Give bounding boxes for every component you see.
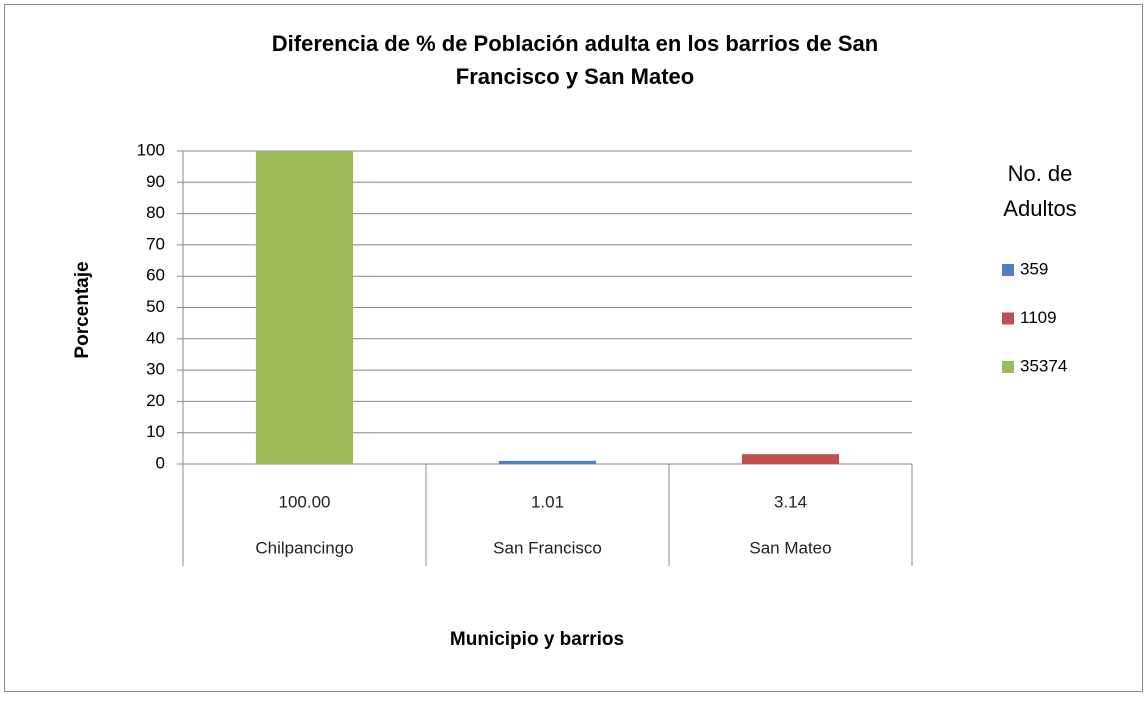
legend-label: 359 (1020, 259, 1048, 278)
x-tick-label: Chilpancingo (255, 538, 353, 557)
y-tick-label: 0 (156, 453, 165, 472)
category-value-label: 3.14 (774, 492, 807, 511)
y-tick-label: 40 (146, 328, 165, 347)
legend-title: No. de (1008, 161, 1073, 186)
chart-title: Diferencia de % de Población adulta en l… (272, 31, 878, 56)
y-tick-label: 70 (146, 234, 165, 253)
y-tick-label: 50 (146, 297, 165, 316)
chart-title: Francisco y San Mateo (456, 64, 694, 89)
bar (498, 460, 597, 464)
x-tick-label: San Mateo (749, 538, 831, 557)
chart-border (4, 4, 1143, 692)
bar (255, 151, 354, 464)
category-value-label: 100.00 (279, 492, 331, 511)
x-axis-label: Municipio y barrios (450, 629, 624, 650)
legend-swatch (1002, 264, 1014, 276)
legend-swatch (1002, 361, 1014, 373)
legend-swatch (1002, 312, 1014, 325)
y-tick-label: 100 (137, 140, 165, 159)
y-tick-label: 80 (146, 203, 165, 222)
legend-label: 35374 (1020, 356, 1067, 375)
y-tick-label: 90 (146, 172, 165, 191)
category-value-label: 1.01 (531, 492, 564, 511)
bar (741, 454, 840, 464)
legend-label: 1109 (1020, 308, 1057, 327)
y-tick-label: 20 (146, 391, 165, 410)
y-axis-label: Porcentaje (72, 261, 93, 358)
y-tick-label: 60 (146, 266, 165, 285)
legend-title: Adultos (1003, 196, 1076, 221)
x-tick-label: San Francisco (493, 538, 602, 557)
y-tick-label: 10 (146, 422, 165, 441)
y-tick-label: 30 (146, 360, 165, 379)
